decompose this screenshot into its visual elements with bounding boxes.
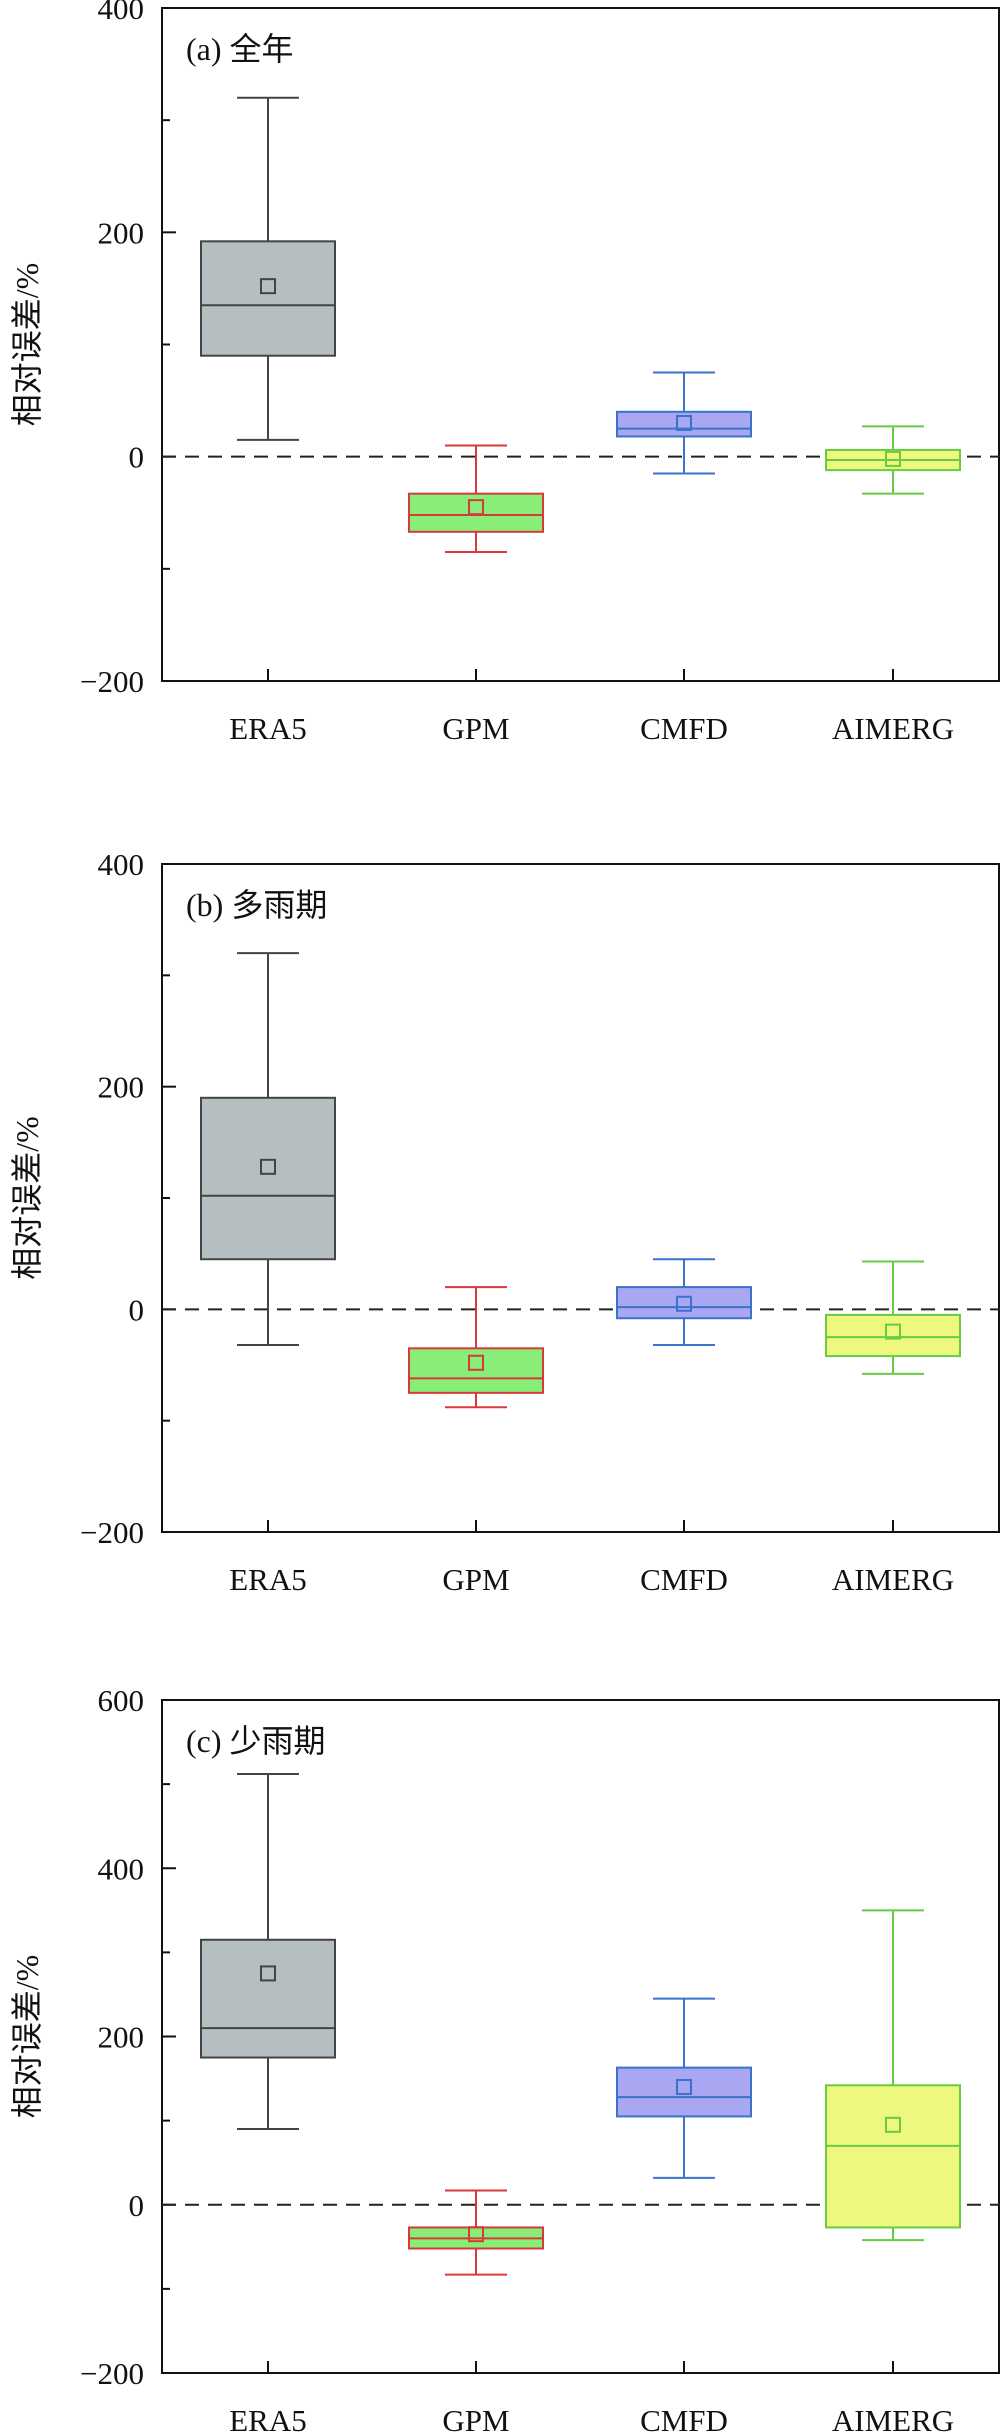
x-tick-label: AIMERG (832, 2403, 954, 2435)
y-tick-label: −200 (80, 664, 144, 699)
y-tick-label: 200 (98, 1070, 145, 1105)
y-axis-title: 相对误差/% (9, 1955, 45, 2119)
box-era5 (200, 952, 336, 1346)
y-tick-label: 200 (98, 2020, 145, 2055)
box-iqr (200, 1096, 336, 1261)
y-axis-title: 相对误差/% (9, 1116, 45, 1280)
x-tick-label: GPM (442, 1562, 509, 1597)
x-tick-label: GPM (442, 711, 509, 746)
x-tick-label: GPM (442, 2403, 509, 2435)
box-era5 (200, 1773, 336, 2131)
x-tick-label: AIMERG (832, 1562, 954, 1597)
mean-marker (260, 278, 276, 295)
y-tick-label: 400 (98, 1851, 145, 1886)
panel-label: (a) 全年 (186, 31, 294, 67)
mean-marker (676, 2078, 692, 2095)
x-tick-label: ERA5 (229, 711, 307, 746)
box-iqr (616, 1286, 752, 1320)
chart-panel-2: −200 0 200 400 ERA5 GPM CMFD AIMERG 相对误差/% (b) 多雨… (9, 847, 1000, 1597)
mean-marker (885, 450, 901, 467)
y-tick-label: 400 (98, 0, 145, 26)
box-iqr (825, 2084, 961, 2229)
box-iqr (825, 1313, 961, 1358)
box-iqr (200, 1938, 336, 2059)
box-aimerg (825, 425, 961, 495)
x-tick-label: ERA5 (229, 1562, 307, 1597)
x-tick-label: CMFD (640, 2403, 728, 2435)
x-tick-label: ERA5 (229, 2403, 307, 2435)
box-cmfd (616, 1997, 752, 2179)
mean-marker (468, 499, 484, 516)
mean-marker (260, 1965, 276, 1982)
mean-marker (885, 2116, 901, 2133)
box-gpm (408, 444, 544, 554)
x-tick-label: CMFD (640, 711, 728, 746)
y-tick-label: 0 (129, 1292, 145, 1327)
mean-marker (468, 2226, 484, 2243)
x-tick-label: AIMERG (832, 711, 954, 746)
box-gpm (408, 1286, 544, 1409)
chart-panel-3: −200 0 200 400 600 ERA5 GPM CMFD AIMERG 相对误差/% (c)… (9, 1683, 1000, 2435)
chart-panel-1: −200 0 200 400 ERA5 GPM CMFD AIMERG 相对误差/% (a) 全年 (9, 0, 1000, 746)
box-aimerg (825, 1909, 961, 2242)
x-tick-label: CMFD (640, 1562, 728, 1597)
y-tick-label: 400 (98, 847, 145, 882)
mean-marker (676, 1295, 692, 1312)
y-axis-title: 相对误差/% (9, 263, 45, 427)
mean-marker (676, 415, 692, 432)
box-iqr (616, 2066, 752, 2118)
box-era5 (200, 96, 336, 441)
y-tick-label: −200 (80, 1515, 144, 1550)
box-gpm (408, 2189, 544, 2276)
panel-label: (c) 少雨期 (186, 1723, 326, 1759)
box-cmfd (616, 371, 752, 475)
panel-label: (b) 多雨期 (186, 887, 327, 923)
y-tick-label: 0 (129, 440, 145, 475)
y-tick-label: 200 (98, 215, 145, 250)
mean-marker (885, 1323, 901, 1340)
y-tick-label: 0 (129, 2188, 145, 2223)
y-tick-label: −200 (80, 2356, 144, 2391)
box-aimerg (825, 1260, 961, 1375)
box-iqr (200, 240, 336, 357)
y-tick-label: 600 (98, 1683, 145, 1718)
mean-marker (260, 1158, 276, 1175)
box-cmfd (616, 1258, 752, 1346)
mean-marker (468, 1354, 484, 1371)
